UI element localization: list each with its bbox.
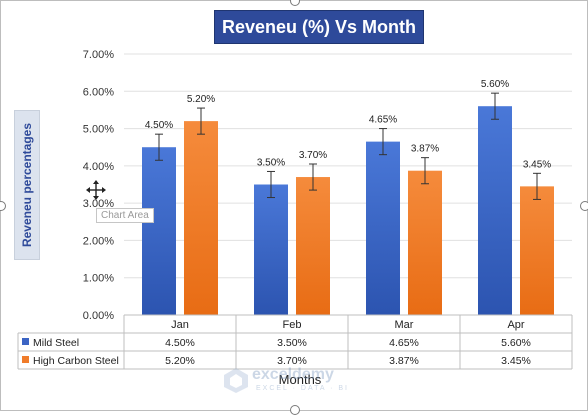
table-cell: 3.70% [277, 355, 307, 367]
y-axis-title-text: Reveneu percentages [20, 122, 34, 248]
y-tick-label: 6.00% [83, 86, 114, 98]
data-label: 3.50% [257, 157, 285, 168]
y-tick-label: 0.00% [83, 310, 114, 322]
data-label: 4.65% [369, 115, 397, 126]
data-label: 3.87% [411, 144, 439, 155]
data-label: 3.45% [523, 159, 551, 170]
y-tick-label: 3.00% [83, 198, 114, 210]
chart-area-tooltip: Chart Area [96, 208, 154, 223]
chart-title[interactable]: Reveneu (%) Vs Month [214, 10, 424, 44]
y-tick-label: 1.00% [83, 273, 114, 285]
resize-handle-top[interactable] [290, 0, 300, 6]
bar-mild-steel-apr [478, 106, 512, 315]
y-tick-label: 7.00% [83, 49, 114, 61]
bar-mild-steel-jan [142, 147, 176, 315]
data-label: 3.70% [299, 150, 327, 161]
y-tick-label: 4.00% [83, 161, 114, 173]
y-axis-title[interactable]: Reveneu percentages [14, 110, 40, 260]
data-label: 5.60% [481, 79, 509, 90]
table-cell: 3.50% [277, 337, 307, 349]
table-cell: 5.60% [501, 337, 531, 349]
legend-key [22, 356, 29, 363]
bar-high-carbon-steel-jan [184, 121, 218, 315]
x-tick-label: Mar [395, 319, 414, 331]
legend-label: Mild Steel [33, 337, 79, 349]
table-cell: 3.45% [501, 355, 531, 367]
y-tick-label: 2.00% [83, 235, 114, 247]
resize-handle-bottom[interactable] [290, 405, 300, 415]
chart-title-text: Reveneu (%) Vs Month [221, 16, 417, 37]
bar-high-carbon-steel-apr [520, 186, 554, 315]
bar-high-carbon-steel-feb [296, 177, 330, 315]
data-label: 4.50% [145, 120, 173, 131]
data-label: 5.20% [187, 94, 215, 105]
bar-mild-steel-mar [366, 141, 400, 315]
x-tick-label: Apr [507, 319, 524, 331]
table-cell: 4.50% [165, 337, 195, 349]
table-cell: 3.87% [389, 355, 419, 367]
x-tick-label: Feb [283, 319, 302, 331]
table-cell: 5.20% [165, 355, 195, 367]
x-axis-title[interactable]: Months [278, 372, 322, 387]
x-tick-label: Jan [171, 319, 189, 331]
legend-label: High Carbon Steel [33, 355, 119, 367]
move-cursor-icon [86, 180, 106, 200]
bar-mild-steel-feb [254, 184, 288, 315]
table-cell: 4.65% [389, 337, 419, 349]
y-tick-label: 5.00% [83, 124, 114, 136]
resize-handle-right[interactable] [580, 201, 588, 211]
resize-handle-left[interactable] [0, 201, 6, 211]
bar-high-carbon-steel-mar [408, 170, 442, 315]
legend-key [22, 338, 29, 345]
